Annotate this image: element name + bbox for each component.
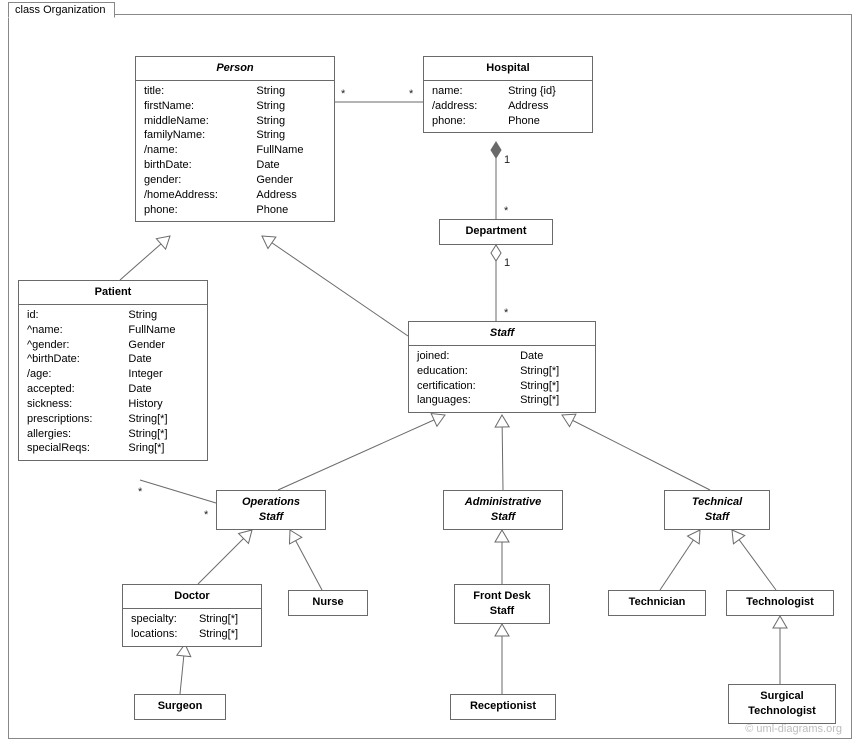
multiplicity-label: *	[341, 88, 345, 100]
class-nurse: Nurse	[288, 590, 368, 616]
package-title: class Organization	[8, 2, 115, 18]
class-title: Hospital	[424, 57, 592, 81]
class-frontdesk: Front Desk Staff	[454, 584, 550, 624]
class-title: Technologist	[727, 591, 833, 614]
class-title: Nurse	[289, 591, 367, 614]
class-doctor: Doctorspecialty:String[*]locations:Strin…	[122, 584, 262, 647]
class-adminstaff: Administrative Staff	[443, 490, 563, 530]
class-person: Persontitle:StringfirstName:Stringmiddle…	[135, 56, 335, 222]
class-patient: Patientid:String^name:FullName^gender:Ge…	[18, 280, 208, 461]
class-title: Administrative Staff	[444, 491, 562, 529]
class-title: Technical Staff	[665, 491, 769, 529]
class-hospital: Hospitalname:String {id}/address:Address…	[423, 56, 593, 133]
multiplicity-label: *	[138, 486, 142, 498]
class-techstaff: Technical Staff	[664, 490, 770, 530]
class-attributes: joined:Dateeducation:String[*]certificat…	[409, 346, 595, 412]
multiplicity-label: *	[504, 307, 508, 319]
class-attributes: title:StringfirstName:StringmiddleName:S…	[136, 81, 334, 222]
class-title: Staff	[409, 322, 595, 346]
class-title: Patient	[19, 281, 207, 305]
class-surgeon: Surgeon	[134, 694, 226, 720]
class-title: Technician	[609, 591, 705, 614]
class-title: Front Desk Staff	[455, 585, 549, 623]
class-title: Surgeon	[135, 695, 225, 718]
multiplicity-label: *	[204, 509, 208, 521]
multiplicity-label: *	[409, 88, 413, 100]
watermark: © uml-diagrams.org	[745, 723, 842, 735]
class-title: Surgical Technologist	[729, 685, 835, 723]
multiplicity-label: 1	[504, 257, 510, 269]
class-technologist: Technologist	[726, 590, 834, 616]
multiplicity-label: 1	[504, 154, 510, 166]
diagram-canvas: class Organization Persontitle:Stringfir…	[0, 0, 860, 747]
class-attributes: specialty:String[*]locations:String[*]	[123, 609, 261, 646]
class-staff: Staffjoined:Dateeducation:String[*]certi…	[408, 321, 596, 413]
class-receptionist: Receptionist	[450, 694, 556, 720]
class-department: Department	[439, 219, 553, 245]
class-title: Department	[440, 220, 552, 243]
class-attributes: name:String {id}/address:Addressphone:Ph…	[424, 81, 592, 133]
class-surgtech: Surgical Technologist	[728, 684, 836, 724]
class-title: Operations Staff	[217, 491, 325, 529]
class-attributes: id:String^name:FullName^gender:Gender^bi…	[19, 305, 207, 460]
class-opstaff: Operations Staff	[216, 490, 326, 530]
class-title: Person	[136, 57, 334, 81]
class-title: Receptionist	[451, 695, 555, 718]
class-technician: Technician	[608, 590, 706, 616]
class-title: Doctor	[123, 585, 261, 609]
multiplicity-label: *	[504, 205, 508, 217]
